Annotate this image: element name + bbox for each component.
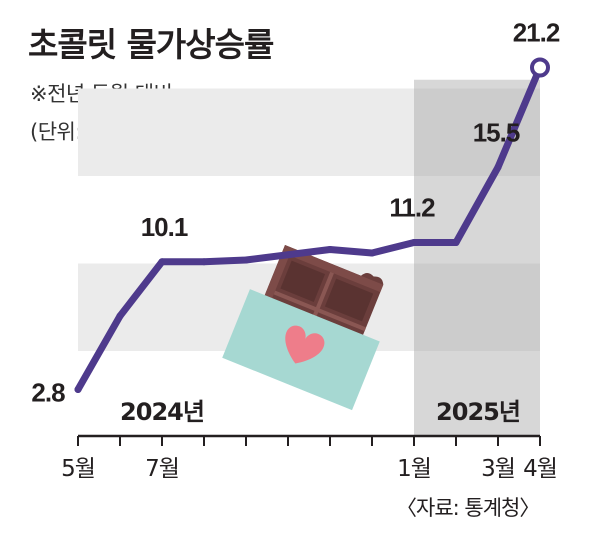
- tick-label: 1월: [397, 456, 431, 482]
- data-label: 10.1: [141, 212, 188, 242]
- data-point: [410, 239, 418, 246]
- tick-label: 7월: [145, 456, 179, 482]
- tick-label: 3월: [481, 456, 515, 482]
- data-label: 15.5: [473, 117, 520, 147]
- data-point: [368, 249, 376, 257]
- chart-title: 초콜릿 물가상승률: [28, 25, 274, 64]
- band-2025-lower: [414, 263, 540, 351]
- end-point-marker: [530, 57, 550, 78]
- data-point: [494, 163, 502, 171]
- data-label: 2.8: [31, 378, 65, 408]
- year-labels: 2024년 2025년: [120, 398, 521, 426]
- data-point: [74, 386, 82, 393]
- series-line: [74, 57, 550, 393]
- data-label: 11.2: [389, 193, 435, 223]
- band-upper: [78, 88, 414, 176]
- chocolate-illustration: [222, 245, 384, 411]
- tick-labels: 5월 7월 1월 3월 4월: [61, 456, 558, 482]
- data-point: [326, 246, 334, 253]
- year-label: 2025년: [436, 398, 520, 426]
- data-point: [158, 258, 166, 266]
- data-label: 21.2: [513, 18, 560, 48]
- data-point: [200, 258, 208, 266]
- data-labels: 2.8 10.1 11.2 15.5 21.2: [31, 18, 560, 408]
- band-2025-upper: [414, 88, 540, 176]
- data-point: [452, 239, 460, 246]
- x-axis: [77, 434, 541, 446]
- source-note: 〈자료: 통계청〉: [396, 496, 540, 520]
- data-point: [242, 256, 250, 264]
- year-label: 2024년: [120, 398, 204, 426]
- tick-label: 4월: [523, 456, 557, 482]
- wrapper-heart-icon: [222, 289, 380, 411]
- tick-label: 5월: [61, 456, 95, 482]
- series-line-path: [74, 64, 544, 393]
- data-point: [116, 312, 124, 320]
- data-point: [284, 251, 292, 259]
